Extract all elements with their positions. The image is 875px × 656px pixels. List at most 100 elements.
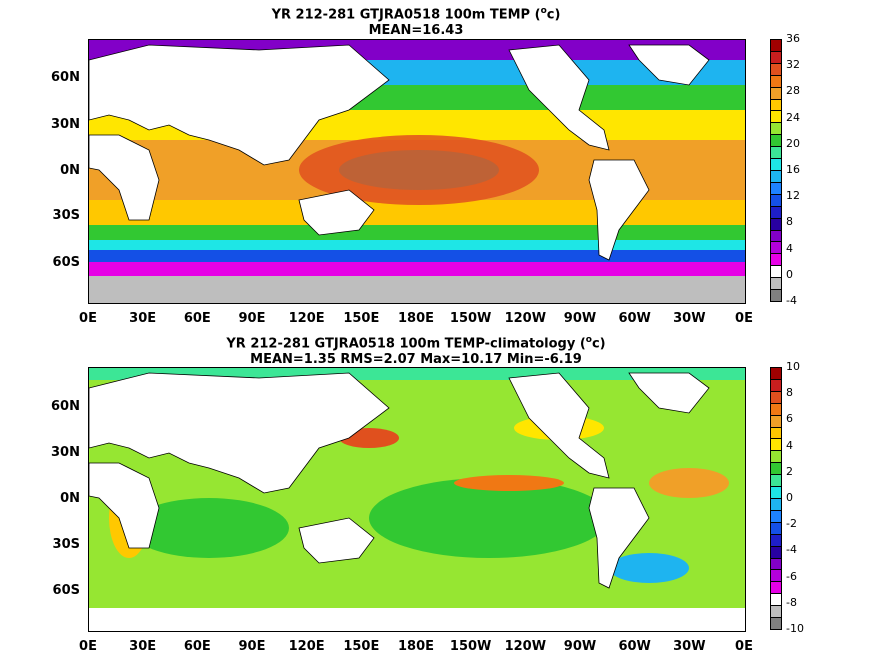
panel2-lon-label: 150W: [449, 639, 492, 654]
panel2-lon-label: 120W: [504, 639, 547, 654]
panel1-lat-60s: 60S: [52, 255, 80, 270]
panel1-lon-label: 60E: [183, 311, 211, 326]
panel2-lat-60s: 60S: [52, 583, 80, 598]
panel1-colorbar-label: 8: [786, 215, 793, 229]
panel1-colorbar-swatch: [771, 182, 781, 195]
panel2-lon-label: 30W: [673, 639, 706, 654]
panel2-colorbar-label: -4: [786, 543, 797, 557]
panel1-map-field: [89, 40, 745, 303]
panel2-colorbar-swatch: [771, 510, 781, 523]
panel1-colorbar-label: 32: [786, 58, 800, 72]
panel2-colorbar-swatch: [771, 475, 781, 488]
panel2-colorbar-swatch: [771, 618, 781, 629]
panel1-mean: MEAN=16.43: [368, 23, 464, 39]
panel1-lon-label: 90E: [238, 311, 266, 326]
panel1-colorbar-swatch: [771, 123, 781, 136]
panel1-colorbar-swatch: [771, 63, 781, 76]
panel2-stats: MEAN=1.35 RMS=2.07 Max=10.17 Min=-6.19: [250, 352, 582, 368]
panel2-map-field: [89, 368, 745, 631]
panel2-colorbar-label: 6: [786, 412, 793, 426]
panel2-lon-label: 60W: [618, 639, 651, 654]
panel1-lon-label: 30W: [673, 311, 706, 326]
panel1-colorbar-swatch: [771, 75, 781, 88]
panel1-colorbar-swatch: [771, 290, 781, 301]
panel1-colorbar-swatch: [771, 159, 781, 171]
panel1-colorbar-swatch: [771, 87, 781, 100]
panel1-colorbar-label: -4: [786, 294, 797, 307]
panel1-title-unit: o: [540, 6, 547, 16]
panel2-lon-label: 90E: [238, 639, 266, 654]
panel2-colorbar-swatch: [771, 368, 781, 380]
panel1-colorbar-swatch: [771, 147, 781, 160]
panel2-lon-label: 30E: [129, 639, 157, 654]
panel2-lon-label: 120E: [288, 639, 325, 654]
panel1-lon-label: 120E: [288, 311, 325, 326]
panel2-colorbar-label: 2: [786, 464, 793, 478]
panel1-colorbar-swatch: [771, 254, 781, 267]
panel1-colorbar-swatch: [771, 51, 781, 64]
panel1-lon-label: 150E: [343, 311, 380, 326]
panel1-lat-30n: 30N: [51, 117, 80, 132]
panel1-colorbar-swatch: [771, 230, 781, 243]
panel2-lat-0n: 0N: [60, 491, 80, 506]
panel1-colorbar-swatch: [771, 218, 781, 231]
panel1-colorbar-label: 36: [786, 32, 800, 45]
panel2-colorbar-swatch: [771, 546, 781, 559]
panel1-lat-30s: 30S: [52, 208, 80, 223]
panel2-title-unit: o: [585, 335, 592, 345]
panel2-colorbar-swatch: [771, 439, 781, 452]
panel1-colorbar-label: 20: [786, 136, 800, 150]
panel1-colorbar-label: 0: [786, 267, 793, 281]
panel2-colorbar-label: 0: [786, 491, 793, 504]
panel2-colorbar-swatch: [771, 427, 781, 440]
panel2-colorbar-swatch: [771, 534, 781, 547]
panel2-map: [88, 367, 746, 632]
panel1-lon-label: 30E: [129, 311, 157, 326]
panel2-colorbar-label: -10: [786, 622, 804, 635]
panel2-lat-30s: 30S: [52, 537, 80, 552]
panel2-title: YR 212-281 GTJRA0518 100m TEMP-climatolo…: [88, 332, 744, 368]
panel1-colorbar-swatch: [771, 40, 781, 52]
panel2-colorbar-swatch: [771, 498, 781, 511]
panel2-lon-label: 0E: [79, 639, 97, 654]
panel1-colorbar-label: 24: [786, 110, 800, 124]
panel2-lon-label: 150E: [343, 639, 380, 654]
panel2-title-end: c): [591, 336, 606, 352]
panel2-colorbar-label: -6: [786, 569, 797, 583]
panel1-lon-label: 90W: [563, 311, 597, 326]
panel2-title-text: YR 212-281 GTJRA0518 100m TEMP-climatolo…: [226, 336, 586, 352]
panel1-colorbar-label: 12: [786, 189, 800, 203]
panel2-lon-label: 0E: [735, 639, 753, 654]
panel1-title-end: c): [546, 7, 561, 23]
panel2-lat-30n: 30N: [51, 445, 80, 460]
panel2-colorbar-swatch: [771, 415, 781, 428]
panel1-colorbar-swatch: [771, 135, 781, 148]
panel2-colorbar: [770, 367, 782, 630]
panel1-lat-0n: 0N: [60, 163, 80, 178]
panel1-title-text: YR 212-281 GTJRA0518 100m TEMP (: [271, 7, 541, 23]
panel2-lon-label: 180E: [397, 639, 435, 654]
panel1-colorbar-swatch: [771, 266, 781, 279]
panel2-colorbar-swatch: [771, 451, 781, 464]
panel2-colorbar-label: 10: [786, 360, 800, 373]
panel2-colorbar-swatch: [771, 582, 781, 595]
panel1-colorbar-label: 4: [786, 241, 793, 255]
panel1-colorbar-swatch: [771, 194, 781, 207]
panel1-lat-60n: 60N: [51, 70, 80, 85]
panel1-colorbar-swatch: [771, 206, 781, 219]
panel1-colorbar-swatch: [771, 111, 781, 124]
panel2-colorbar-label: 8: [786, 386, 793, 400]
panel2-colorbar-label: -8: [786, 595, 797, 609]
panel1-colorbar-label: 16: [786, 163, 800, 176]
panel2-colorbar-label: 4: [786, 438, 793, 452]
panel2-colorbar-swatch: [771, 487, 781, 499]
panel2-colorbar-swatch: [771, 403, 781, 416]
panel2-colorbar-swatch: [771, 522, 781, 535]
panel1-lon-label: 150W: [449, 311, 492, 326]
panel2-colorbar-swatch: [771, 570, 781, 583]
panel2-lon-label: 60E: [183, 639, 211, 654]
panel1-colorbar-label: 28: [786, 84, 800, 98]
panel2-colorbar-swatch: [771, 463, 781, 476]
panel2-colorbar-swatch: [771, 558, 781, 571]
panel1-colorbar-swatch: [771, 170, 781, 183]
